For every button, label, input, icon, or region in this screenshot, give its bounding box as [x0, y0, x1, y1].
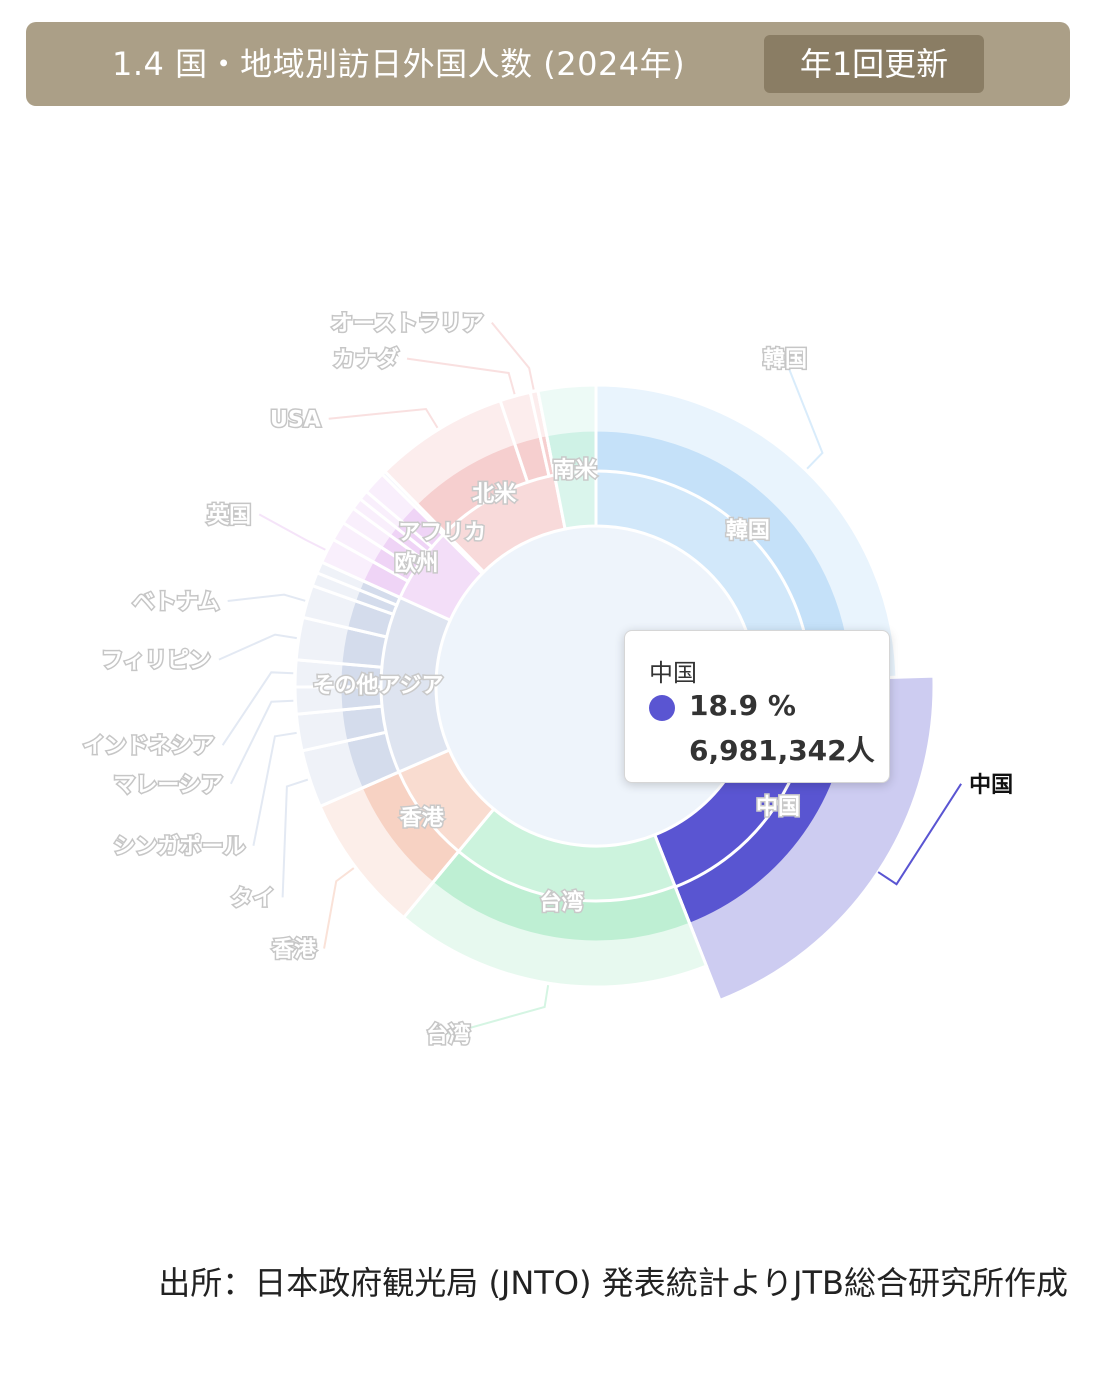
leader-line: [491, 322, 535, 390]
country-label: フィリピン: [101, 649, 211, 674]
region-label: 台湾: [540, 889, 584, 915]
nested-donut-chart[interactable]: 韓国中国台湾香港その他アジア欧州アフリカ北米南米韓国中国台湾香港タイシンガポール…: [0, 120, 1096, 1220]
leader-line: [877, 783, 962, 886]
chart-header: 1.4 国・地域別訪日外国人数 (2024年) 年1回更新: [26, 22, 1070, 106]
region-label: 中国: [756, 795, 800, 820]
country-label: インドネシア: [83, 734, 215, 759]
region-label: 欧州: [394, 550, 438, 576]
country-label: オーストラリア: [331, 312, 484, 337]
region-label: 北米: [472, 482, 517, 507]
tooltip-percent: 18.9 %: [689, 689, 796, 722]
leader-line: [406, 357, 516, 395]
leader-line: [258, 513, 326, 551]
leader-line: [252, 731, 297, 846]
region-slice[interactable]: [544, 428, 598, 531]
leader-line: [227, 593, 306, 602]
leader-line: [218, 633, 297, 661]
chart-tooltip: 中国 18.9 % 6,981,342人: [624, 630, 890, 783]
country-label: マレーシア: [113, 773, 223, 798]
country-slice[interactable]: [536, 383, 598, 477]
country-label: 韓国: [763, 347, 807, 373]
country-label: 中国: [969, 773, 1013, 798]
region-label: 南米: [553, 458, 598, 483]
region-label: アフリカ: [398, 521, 486, 546]
leader-line: [323, 867, 355, 949]
region-label: 韓国: [726, 518, 770, 544]
region-label: 香港: [400, 806, 445, 831]
country-label: ベトナム: [132, 590, 219, 615]
leader-line: [221, 671, 294, 746]
leader-line: [784, 358, 824, 470]
leader-line: [229, 699, 294, 785]
country-label: 英国: [207, 503, 251, 528]
region-label: その他アジア: [312, 674, 443, 699]
chart-title: 1.4 国・地域別訪日外国人数 (2024年): [112, 45, 686, 83]
country-label: 台湾: [426, 1022, 470, 1048]
country-label: USA: [270, 408, 321, 433]
tooltip-visitor-count: 6,981,342人: [689, 734, 875, 767]
tooltip-series-dot: [649, 695, 675, 721]
leader-line: [448, 985, 550, 1035]
country-label: カナダ: [333, 347, 399, 373]
leader-line: [281, 778, 309, 898]
leader-line: [328, 407, 439, 429]
source-note: 出所：日本政府観光局 (JNTO) 発表統計よりJTB総合研究所作成: [158, 1264, 1068, 1302]
tooltip-country-name: 中国: [649, 659, 697, 687]
country-label: シンガポール: [113, 834, 245, 860]
update-frequency-badge: 年1回更新: [764, 35, 984, 93]
country-slice[interactable]: [594, 383, 899, 682]
country-label: 香港: [272, 938, 317, 963]
country-label: タイ: [231, 886, 275, 911]
